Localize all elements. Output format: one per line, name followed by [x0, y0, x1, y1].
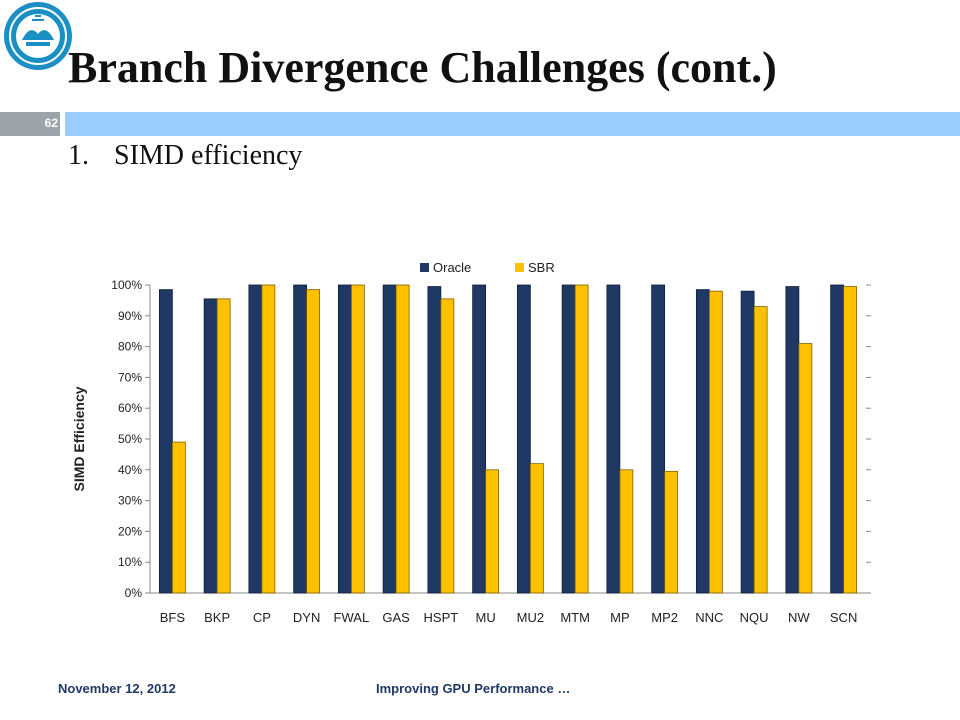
y-tick-label: 60%: [118, 401, 142, 415]
bar-oracle-scn: [830, 284, 845, 594]
bullet-number: 1.: [68, 140, 89, 171]
bullet-text: SIMD efficiency: [114, 140, 303, 171]
accent-band: [65, 112, 960, 136]
bar-sbr-mp2: [664, 470, 679, 594]
x-tick-label: MP2: [651, 610, 678, 625]
legend-swatch-oracle: [420, 263, 429, 272]
y-tick-label: 0%: [125, 586, 143, 600]
bar-oracle-mp2: [651, 284, 666, 594]
bar-sbr-cp: [261, 284, 276, 594]
x-tick-label: GAS: [382, 610, 410, 625]
bar-oracle-cp: [248, 284, 263, 594]
x-tick-label: SCN: [830, 610, 857, 625]
bar-oracle-gas: [382, 284, 397, 594]
x-tick-label: NNC: [695, 610, 723, 625]
bar-sbr-nw: [798, 343, 813, 594]
x-tick-label: MU: [476, 610, 496, 625]
y-tick-label: 90%: [118, 309, 142, 323]
footer-date: November 12, 2012: [58, 681, 176, 696]
university-seal-logo: [4, 2, 72, 70]
bar-sbr-gas: [395, 284, 410, 594]
bar-sbr-mtm: [574, 284, 589, 594]
bar-oracle-bfs: [158, 289, 173, 594]
y-tick-label: 50%: [118, 432, 142, 446]
legend-swatch-sbr: [515, 263, 524, 272]
y-tick-label: 10%: [118, 555, 142, 569]
bar-oracle-mu: [472, 284, 487, 594]
x-tick-label: NW: [788, 610, 810, 625]
y-tick-label: 20%: [118, 524, 142, 538]
bullet-item: 1. SIMD efficiency: [68, 140, 302, 172]
legend-label-sbr: SBR: [528, 260, 555, 275]
bar-oracle-hspt: [427, 286, 442, 594]
legend-label-oracle: Oracle: [433, 260, 471, 275]
x-tick-label: HSPT: [424, 610, 459, 625]
y-tick-label: 80%: [118, 340, 142, 354]
bar-sbr-mu2: [529, 463, 544, 594]
slide-number: 62: [44, 116, 58, 130]
x-tick-label: BFS: [160, 610, 186, 625]
bar-sbr-nqu: [753, 306, 768, 594]
bar-sbr-bkp: [216, 298, 231, 594]
x-tick-label: CP: [253, 610, 271, 625]
x-tick-label: NQU: [740, 610, 769, 625]
y-tick-label: 70%: [118, 370, 142, 384]
x-tick-label: MU2: [517, 610, 544, 625]
slide-number-box: [0, 112, 60, 136]
bar-oracle-mtm: [561, 284, 576, 594]
y-tick-label: 100%: [111, 278, 142, 292]
y-tick-label: 40%: [118, 463, 142, 477]
bar-sbr-fwal: [350, 284, 365, 594]
bar-sbr-mp: [619, 469, 634, 594]
bar-oracle-mu2: [516, 284, 531, 594]
y-tick-label: 30%: [118, 494, 142, 508]
bar-oracle-nw: [785, 286, 800, 594]
bar-sbr-nnc: [708, 290, 723, 594]
x-tick-label: MP: [610, 610, 630, 625]
bar-sbr-mu: [485, 469, 500, 594]
y-axis-label: SIMD Efficiency: [71, 386, 87, 491]
x-tick-label: DYN: [293, 610, 320, 625]
slide-title: Branch Divergence Challenges (cont.): [68, 43, 777, 92]
x-tick-label: MTM: [560, 610, 590, 625]
bar-oracle-mp: [606, 284, 621, 594]
bar-sbr-dyn: [306, 289, 321, 594]
bar-sbr-bfs: [171, 441, 186, 594]
bar-oracle-nnc: [695, 289, 710, 594]
bar-oracle-dyn: [293, 284, 308, 594]
footer-title: Improving GPU Performance …: [376, 681, 571, 696]
bar-oracle-bkp: [203, 298, 218, 594]
bar-oracle-nqu: [740, 290, 755, 594]
bar-sbr-hspt: [440, 298, 455, 594]
bar-oracle-fwal: [337, 284, 352, 594]
bar-sbr-scn: [843, 286, 858, 594]
x-tick-label: BKP: [204, 610, 230, 625]
x-tick-label: FWAL: [334, 610, 370, 625]
